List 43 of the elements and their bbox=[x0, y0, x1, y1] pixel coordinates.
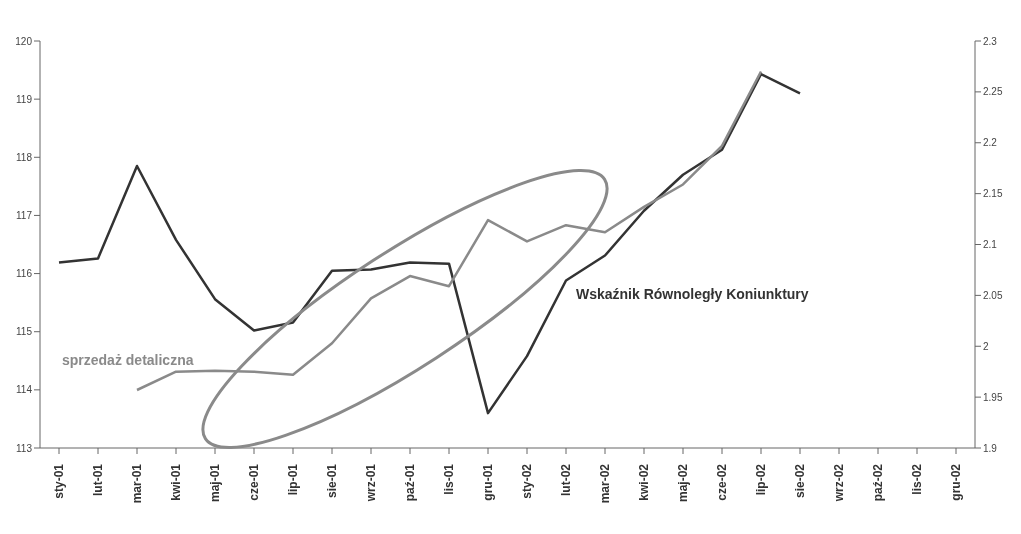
y2-tick-label: 2 bbox=[983, 340, 989, 352]
x-tick-label: maj-01 bbox=[208, 463, 222, 503]
x-tick-label: kwi-02 bbox=[637, 463, 651, 501]
x-tick-label: lut-02 bbox=[559, 463, 573, 497]
y2-tick-label: 2.2 bbox=[983, 137, 998, 149]
x-tick-label: cze-02 bbox=[715, 463, 729, 501]
x-tick-label: wrz-02 bbox=[832, 463, 846, 503]
x-tick-label: mar-02 bbox=[598, 463, 612, 504]
x-tick-label: lip-01 bbox=[286, 463, 300, 496]
y-tick-label: 119 bbox=[16, 93, 33, 105]
y-tick-label: 113 bbox=[16, 442, 33, 454]
x-tick-label: maj-02 bbox=[676, 463, 690, 503]
x-tick-label: sty-01 bbox=[52, 463, 66, 499]
x-tick-label: kwi-01 bbox=[169, 463, 183, 501]
x-tick-label: lis-02 bbox=[910, 463, 924, 495]
x-tick-label: wrz-01 bbox=[364, 463, 378, 503]
x-tick-label: lip-02 bbox=[754, 463, 768, 496]
y-tick-label: 120 bbox=[15, 35, 33, 47]
x-tick-label: sty-02 bbox=[520, 463, 534, 499]
series-label: sprzedaż detaliczna bbox=[62, 352, 194, 368]
x-tick-label: paź-01 bbox=[403, 463, 417, 502]
x-tick-label: paź-02 bbox=[871, 463, 885, 502]
y-tick-label: 115 bbox=[16, 326, 33, 338]
y-tick-label: 118 bbox=[16, 151, 33, 163]
x-tick-label: sie-02 bbox=[793, 463, 807, 499]
y2-tick-label: 2.1 bbox=[983, 239, 998, 251]
y2-tick-label: 1.9 bbox=[983, 442, 998, 454]
x-tick-label: lis-01 bbox=[442, 463, 456, 495]
y-tick-label: 116 bbox=[16, 268, 33, 280]
y2-tick-label: 2.3 bbox=[983, 35, 998, 47]
y-tick-label: 117 bbox=[16, 209, 33, 221]
x-tick-label: cze-01 bbox=[247, 463, 261, 501]
y2-tick-label: 2.05 bbox=[983, 289, 1003, 301]
x-tick-label: gru-01 bbox=[481, 463, 495, 501]
x-tick-label: lut-01 bbox=[91, 463, 105, 497]
y-tick-label: 114 bbox=[16, 384, 33, 396]
x-tick-label: sie-01 bbox=[325, 463, 339, 499]
x-tick-label: mar-01 bbox=[130, 463, 144, 504]
series-label: Wskaźnik Równoległy Koniunktury bbox=[576, 285, 809, 302]
x-tick-label: gru-02 bbox=[949, 463, 963, 501]
y2-tick-label: 2.25 bbox=[983, 86, 1003, 98]
y2-tick-label: 2.15 bbox=[983, 188, 1003, 200]
y2-tick-label: 1.95 bbox=[983, 391, 1003, 403]
